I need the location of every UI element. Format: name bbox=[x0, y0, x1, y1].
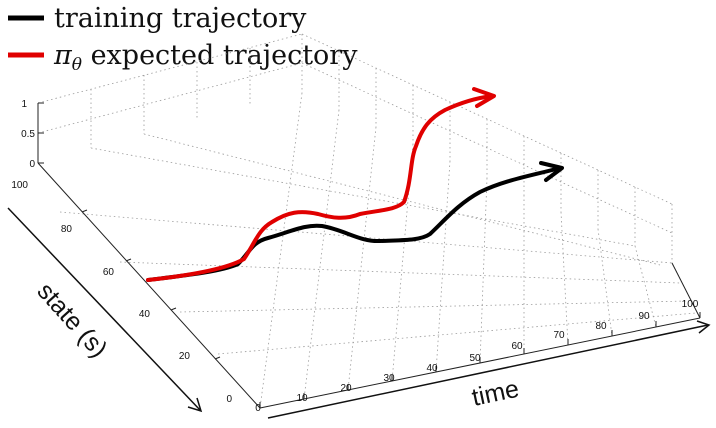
trajectories bbox=[146, 87, 564, 282]
training-trajectory-arrowhead bbox=[539, 161, 564, 182]
back-wall-grid bbox=[37, 33, 673, 263]
state-tick-label: 80 bbox=[61, 224, 73, 235]
state-tick-label: 100 bbox=[11, 180, 28, 191]
z-tick-label: 0 bbox=[29, 159, 35, 170]
time-tick-label: 90 bbox=[638, 311, 650, 322]
state-axis-arrowhead bbox=[187, 397, 203, 413]
state-axis-arrow-shaft bbox=[7, 207, 201, 411]
expected-trajectory-arrowhead bbox=[472, 87, 496, 108]
legend-label-expected: πθ expected trajectory bbox=[53, 40, 358, 75]
axis-frame bbox=[37, 103, 701, 409]
time-tick-labels: 0 10 20 30 40 50 60 70 80 90 100 bbox=[255, 299, 699, 414]
state-tick-label: 0 bbox=[226, 394, 232, 405]
state-tick-labels: 100 80 60 40 20 0 bbox=[11, 180, 232, 405]
time-tick-label: 10 bbox=[296, 393, 308, 404]
state-axis-title: state (s) bbox=[32, 277, 113, 363]
time-tick-label: 30 bbox=[383, 373, 395, 384]
legend-theta-subscript: θ bbox=[72, 55, 82, 75]
time-tick-label: 40 bbox=[426, 363, 438, 374]
time-tick-label: 80 bbox=[595, 321, 607, 332]
time-tick-label: 70 bbox=[553, 330, 565, 341]
state-tick-label: 20 bbox=[179, 351, 191, 362]
state-tick-label: 40 bbox=[139, 309, 151, 320]
z-tick-labels: 1 0.5 0 bbox=[21, 99, 35, 170]
tick-marks bbox=[38, 102, 701, 408]
legend-label-training: training trajectory bbox=[54, 3, 307, 34]
legend: training trajectory πθ expected trajecto… bbox=[8, 3, 358, 75]
time-tick-label: 0 bbox=[255, 403, 261, 414]
time-tick-label: 60 bbox=[511, 341, 523, 352]
z-tick-label: 0.5 bbox=[21, 129, 35, 140]
time-axis-arrowhead bbox=[696, 320, 711, 334]
time-tick-label: 20 bbox=[340, 383, 352, 394]
time-tick-label: 50 bbox=[469, 353, 481, 364]
floor-grid bbox=[59, 92, 697, 409]
state-tick-label: 60 bbox=[103, 267, 115, 278]
time-tick-label: 100 bbox=[682, 299, 699, 310]
expected-trajectory-line bbox=[146, 94, 494, 282]
legend-pi-symbol: π bbox=[53, 40, 73, 71]
time-axis-title: time bbox=[469, 375, 521, 412]
time-axis-arrow-shaft bbox=[267, 324, 709, 419]
axis-arrows bbox=[7, 207, 711, 419]
z-tick-label: 1 bbox=[21, 99, 27, 110]
legend-expected-rest: expected trajectory bbox=[82, 40, 358, 71]
